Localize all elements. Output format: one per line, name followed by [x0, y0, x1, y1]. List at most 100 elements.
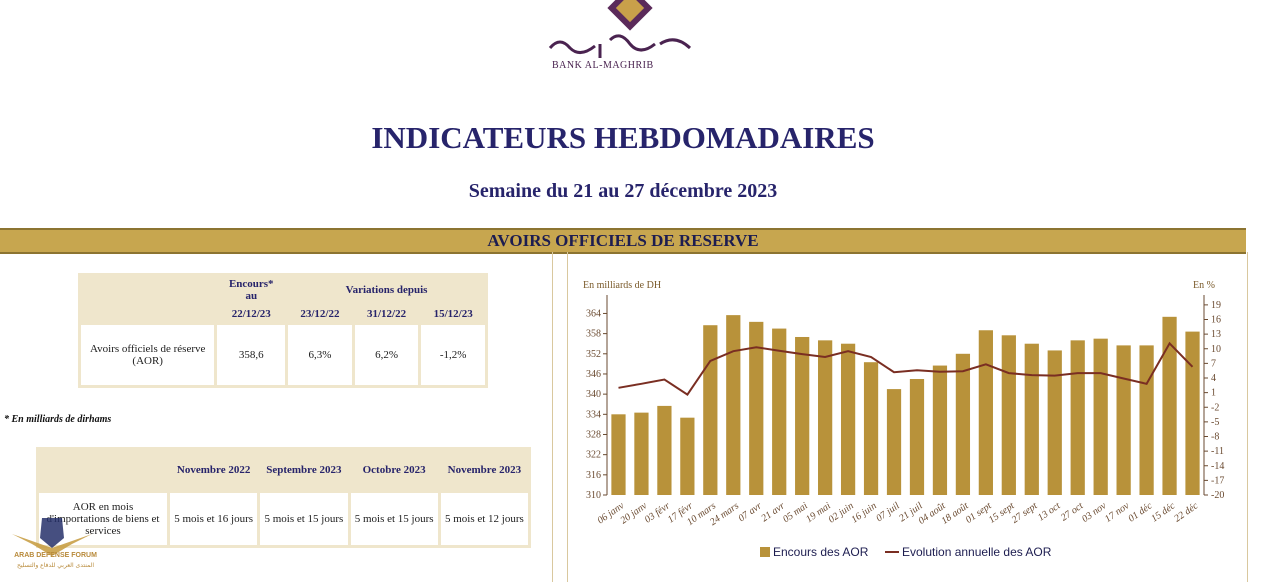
- unit-note: * En milliards de dirhams: [4, 414, 112, 425]
- forum-watermark-logo: [12, 518, 92, 556]
- right-tick-label: 4: [1211, 373, 1216, 384]
- legend-line-label: Evolution annuelle des AOR: [902, 545, 1052, 559]
- right-tick-label: 16: [1211, 315, 1221, 326]
- bank-logo: [548, 0, 692, 58]
- bar-encours: [1047, 350, 1062, 495]
- x-tick-label: 16 juin: [849, 500, 878, 525]
- line-evolution-annuelle: [618, 341, 1194, 396]
- bar-encours: [932, 365, 948, 495]
- bar-encours: [978, 330, 993, 495]
- bar-encours: [772, 328, 787, 495]
- aor-table-corner: [81, 276, 215, 322]
- left-axis-title: En milliards de DH: [583, 280, 661, 291]
- bar-encours: [1185, 331, 1200, 495]
- x-tick-label: 15 déc: [1149, 500, 1177, 524]
- months-value-3: 5 mois et 15 jours: [350, 493, 438, 545]
- left-tick-label: 322: [586, 450, 601, 461]
- bar-encours: [1139, 345, 1154, 495]
- months-header-1: Novembre 2022: [170, 450, 258, 490]
- bar-encours: [1001, 335, 1016, 495]
- right-tick-label: 13: [1211, 329, 1221, 340]
- months-table-corner: [39, 450, 167, 490]
- watermark-line1: ARAB DEFENSE FORUM: [14, 552, 97, 559]
- months-value-2: 5 mois et 15 jours: [260, 493, 348, 545]
- bar-encours: [818, 340, 833, 495]
- variation-date-2: 31/12/22: [354, 306, 419, 322]
- bar-encours: [909, 379, 925, 495]
- legend-bar-label: Encours des AOR: [773, 545, 869, 559]
- aor-chart: En milliards de DH En % 310 316 322 328 334 3…: [583, 280, 1224, 559]
- months-header-3: Octobre 2023: [350, 450, 438, 490]
- bar-encours: [703, 325, 718, 495]
- right-tick-label: -8: [1211, 432, 1219, 443]
- page-subtitle: Semaine du 21 au 27 décembre 2023: [468, 180, 778, 202]
- bar-encours: [634, 412, 649, 495]
- x-tick-label: 13 oct: [1036, 500, 1063, 523]
- bar-encours: [657, 405, 672, 495]
- left-tick-label: 334: [586, 409, 601, 420]
- bar-encours: [863, 362, 879, 495]
- months-header-2: Septembre 2023: [260, 450, 348, 490]
- left-tick-label: 346: [586, 369, 601, 380]
- left-panel: [0, 252, 553, 582]
- x-tick-label: 03 nov: [1080, 500, 1109, 525]
- aor-variation-1: 6,3%: [288, 325, 352, 385]
- section-band: AVOIRS OFFICIELS DE RESERVE: [0, 228, 1246, 254]
- encours-header-line2: au: [245, 289, 258, 302]
- watermark-line2: المنتدى العربي للدفاع والتسليح: [17, 562, 94, 569]
- months-value-1: 5 mois et 16 jours: [170, 493, 258, 545]
- right-tick-label: 10: [1211, 344, 1221, 355]
- aor-row-label: Avoirs officiels de réserve (AOR): [81, 325, 215, 385]
- x-tick-label: 01 déc: [1126, 500, 1154, 524]
- x-tick-label: 07 avr: [736, 500, 764, 524]
- right-tick-label: 7: [1211, 358, 1216, 369]
- aor-table: Encours* au Variations depuis 22/12/23 2…: [78, 273, 488, 388]
- right-tick-label: -11: [1211, 446, 1224, 457]
- logo-latin-text: BANK AL-MAGHRIB: [552, 60, 654, 71]
- variation-date-3: 15/12/23: [421, 306, 485, 322]
- x-tick-label: 18 août: [940, 500, 971, 527]
- x-tick-label: 05 mai: [781, 500, 810, 525]
- months-import-table: Novembre 2022 Septembre 2023 Octobre 202…: [36, 447, 531, 548]
- bar-encours: [611, 414, 626, 495]
- right-axis-title: En %: [1193, 280, 1215, 291]
- encours-date: 22/12/23: [217, 306, 286, 322]
- bar-encours: [726, 315, 741, 495]
- left-tick-label: 358: [586, 329, 601, 340]
- page-title: INDICATEURS HEBDOMADAIRES: [371, 120, 875, 155]
- bar-encours: [680, 417, 695, 495]
- x-tick-label: 07 juil: [874, 500, 902, 524]
- bar-encours: [795, 336, 810, 495]
- months-header-4: Novembre 2023: [440, 450, 528, 490]
- x-tick-label: 27 sept: [1010, 500, 1040, 526]
- bar-encours: [1162, 316, 1177, 495]
- bar-encours: [1070, 340, 1085, 495]
- right-tick-label: 19: [1211, 300, 1221, 311]
- variation-date-1: 23/12/22: [288, 306, 352, 322]
- right-tick-label: -17: [1211, 475, 1224, 486]
- left-tick-label: 364: [586, 308, 601, 319]
- left-tick-label: 352: [586, 349, 601, 360]
- bar-encours: [955, 353, 971, 495]
- bar-encours: [1024, 343, 1039, 495]
- encours-header-line1: Encours*: [228, 277, 274, 290]
- legend-bar-swatch: [760, 547, 770, 557]
- x-tick-label: 22 déc: [1172, 500, 1200, 524]
- x-tick-label: 27 oct: [1059, 500, 1086, 523]
- x-tick-label: 21 avr: [759, 500, 787, 524]
- bar-encours: [1093, 338, 1108, 495]
- left-tick-label: 328: [586, 429, 601, 440]
- aor-encours-value: 358,6: [217, 325, 286, 385]
- right-tick-label: -14: [1211, 461, 1224, 472]
- right-tick-label: -2: [1211, 402, 1219, 413]
- encours-header: Encours* au: [217, 276, 286, 304]
- right-tick-label: -20: [1211, 490, 1224, 501]
- left-tick-label: 340: [586, 389, 601, 400]
- left-tick-label: 310: [586, 490, 601, 501]
- months-value-4: 5 mois et 12 jours: [440, 493, 528, 545]
- bar-encours: [886, 389, 902, 495]
- x-tick-label: 03 févr: [643, 500, 672, 525]
- x-tick-label: 20 janv: [619, 500, 650, 526]
- bar-encours: [749, 321, 764, 495]
- x-tick-label: 17 nov: [1103, 500, 1132, 525]
